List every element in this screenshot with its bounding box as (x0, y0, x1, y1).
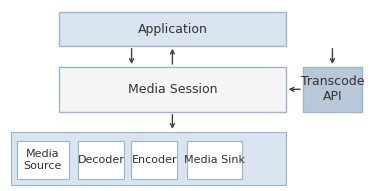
FancyBboxPatch shape (11, 132, 286, 185)
Text: Encoder: Encoder (131, 155, 177, 165)
Text: Media Session: Media Session (128, 83, 217, 96)
Text: Media Sink: Media Sink (184, 155, 245, 165)
FancyBboxPatch shape (59, 12, 286, 46)
Text: Media
Source: Media Source (24, 149, 62, 171)
FancyBboxPatch shape (17, 141, 69, 179)
FancyBboxPatch shape (78, 141, 124, 179)
FancyBboxPatch shape (187, 141, 242, 179)
FancyBboxPatch shape (59, 67, 286, 112)
FancyBboxPatch shape (303, 67, 362, 112)
FancyBboxPatch shape (131, 141, 177, 179)
Text: Transcode
API: Transcode API (301, 75, 364, 103)
Text: Decoder: Decoder (77, 155, 125, 165)
Text: Application: Application (138, 23, 207, 36)
